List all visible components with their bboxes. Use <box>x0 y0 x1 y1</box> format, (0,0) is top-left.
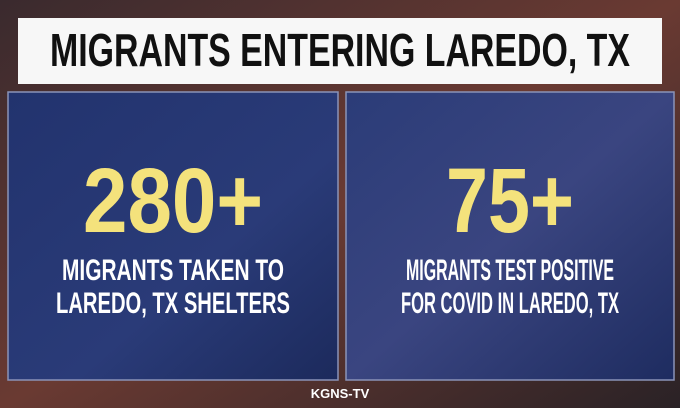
stat-caption: LAREDO, TX SHELTERS <box>56 287 290 320</box>
stat-value: 280+ <box>83 150 263 252</box>
stat-panel <box>345 91 675 381</box>
stat-panel <box>7 91 339 381</box>
source-credit: KGNS-TV <box>311 386 370 401</box>
stat-caption: FOR COVID IN LAREDO, TX <box>401 287 619 320</box>
stat-value: 75+ <box>446 150 574 252</box>
title-bar <box>18 18 662 84</box>
title: MIGRANTS ENTERING LAREDO, TX <box>50 24 630 76</box>
stat-caption: MIGRANTS TEST POSITIVE <box>406 254 614 287</box>
stat-caption: MIGRANTS TAKEN TO <box>62 254 284 287</box>
